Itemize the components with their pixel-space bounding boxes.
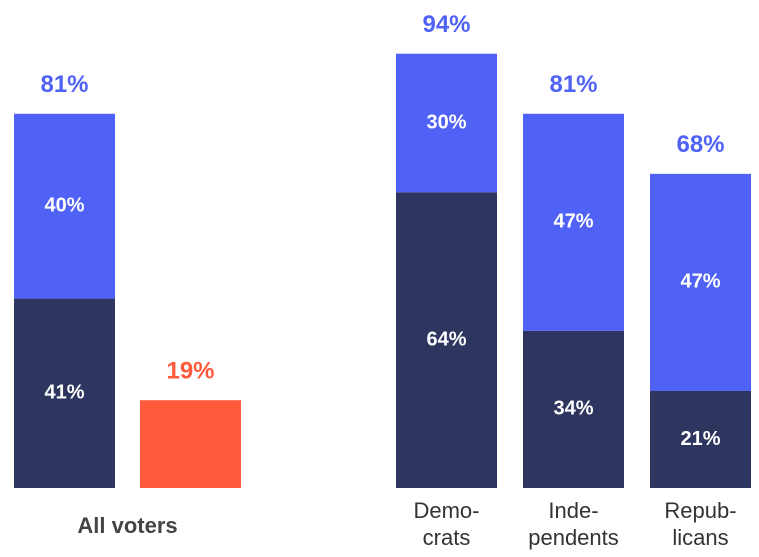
category-label: Repub- — [664, 498, 736, 523]
bar-segment — [396, 53, 497, 193]
category-label: Inde- — [548, 498, 598, 523]
bar-segment — [14, 113, 115, 299]
total-label: 81% — [549, 71, 597, 98]
value-label: 30% — [426, 111, 466, 133]
category-label: licans — [672, 525, 728, 550]
bar-segment — [140, 400, 241, 488]
value-label: 47% — [680, 271, 720, 293]
total-label: 19% — [166, 358, 214, 385]
x-axis-label: All voters — [77, 513, 177, 538]
bar-segment — [650, 390, 751, 488]
value-label: 40% — [44, 194, 84, 216]
bar-segment — [523, 330, 624, 488]
total-label: 68% — [676, 131, 724, 158]
value-label: 41% — [44, 382, 84, 404]
value-label: 34% — [553, 398, 593, 420]
bar-segment — [523, 113, 624, 331]
total-label: 94% — [422, 11, 470, 38]
bar-segment — [396, 192, 497, 488]
bar-segment — [650, 173, 751, 391]
category-label: pendents — [528, 525, 619, 550]
value-label: 64% — [426, 328, 466, 350]
value-label: 47% — [553, 211, 593, 233]
total-label: 81% — [40, 71, 88, 98]
bar-segment — [14, 298, 115, 488]
value-label: 21% — [680, 428, 720, 450]
category-label: crats — [423, 525, 471, 550]
category-label: Demo- — [413, 498, 479, 523]
